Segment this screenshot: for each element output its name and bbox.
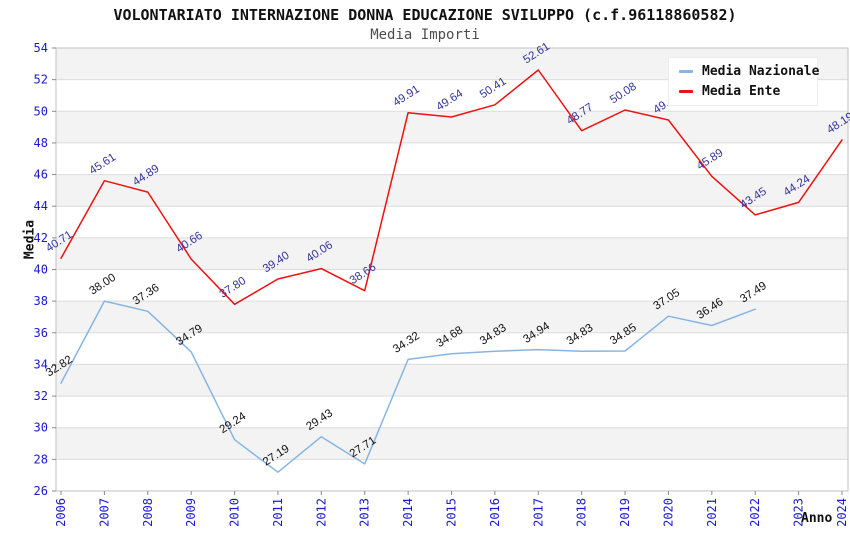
legend-label-media-nazionale: Media Nazionale	[702, 64, 820, 79]
x-tick-label: 2010	[228, 498, 242, 527]
media-nazionale-line-swatch	[679, 70, 693, 73]
x-axis-title: Anno	[801, 511, 833, 526]
x-tick-label: 2008	[141, 498, 155, 527]
y-tick-label: 26	[34, 484, 48, 498]
plot-band	[56, 301, 848, 333]
legend-item-media-ente[interactable]: Media Ente	[679, 84, 807, 99]
plot-band	[56, 364, 848, 397]
y-tick-label: 50	[34, 104, 48, 118]
plot-band	[56, 237, 848, 270]
legend-label-media-ente: Media Ente	[702, 84, 781, 99]
y-tick-label: 38	[34, 294, 48, 308]
y-tick-label: 34	[34, 357, 48, 371]
y-tick-label: 42	[34, 231, 48, 245]
plot-band	[56, 396, 848, 428]
plot-band	[56, 269, 848, 302]
y-axis-title: Media	[22, 219, 38, 260]
legend: Media Nazionale Media Ente	[668, 57, 819, 106]
y-tick-label: 36	[34, 326, 48, 340]
chart-subtitle: Media Importi	[370, 27, 480, 43]
y-tick-label: 44	[34, 199, 48, 213]
plot-band	[56, 427, 848, 460]
x-tick-label: 2016	[488, 498, 502, 527]
y-tick-label: 46	[34, 168, 48, 182]
y-tick-label: 32	[34, 389, 48, 403]
x-tick-label: 2022	[748, 498, 762, 527]
y-tick-label: 52	[34, 73, 48, 87]
x-tick-label: 2014	[401, 498, 415, 527]
series-line-media-nazionale	[60, 300, 756, 473]
x-tick-label: 2017	[531, 498, 545, 527]
x-tick-label: 2023	[792, 498, 806, 527]
x-tick-label: 2011	[271, 498, 285, 527]
y-tick-label: 48	[34, 136, 48, 150]
x-tick-label: 2012	[314, 498, 328, 527]
media-ente-line-swatch	[679, 90, 693, 93]
x-tick-label: 2007	[97, 498, 111, 527]
chart-title: VOLONTARIATO INTERNAZIONE DONNA EDUCAZIO…	[113, 6, 737, 24]
plot-band	[56, 174, 848, 207]
legend-item-media-nazionale[interactable]: Media Nazionale	[679, 64, 819, 79]
x-tick-label: 2013	[358, 498, 372, 527]
x-tick-label: 2024	[835, 498, 849, 527]
x-tick-label: 2020	[661, 498, 675, 527]
y-tick-label: 28	[34, 452, 48, 466]
series-line-media-ente	[60, 69, 843, 306]
x-tick-label: 2021	[705, 498, 719, 527]
x-tick-label: 2015	[445, 498, 459, 527]
y-tick-label: 54	[34, 41, 48, 55]
plot-band	[56, 206, 848, 238]
y-tick-label: 30	[34, 421, 48, 435]
plot-band	[56, 111, 848, 143]
x-tick-label: 2009	[184, 498, 198, 527]
x-tick-label: 2006	[54, 498, 68, 527]
x-tick-label: 2018	[575, 498, 589, 527]
plot-band	[56, 142, 848, 175]
x-tick-label: 2019	[618, 498, 632, 527]
y-tick-label: 40	[34, 263, 48, 277]
plot-band	[56, 459, 848, 491]
